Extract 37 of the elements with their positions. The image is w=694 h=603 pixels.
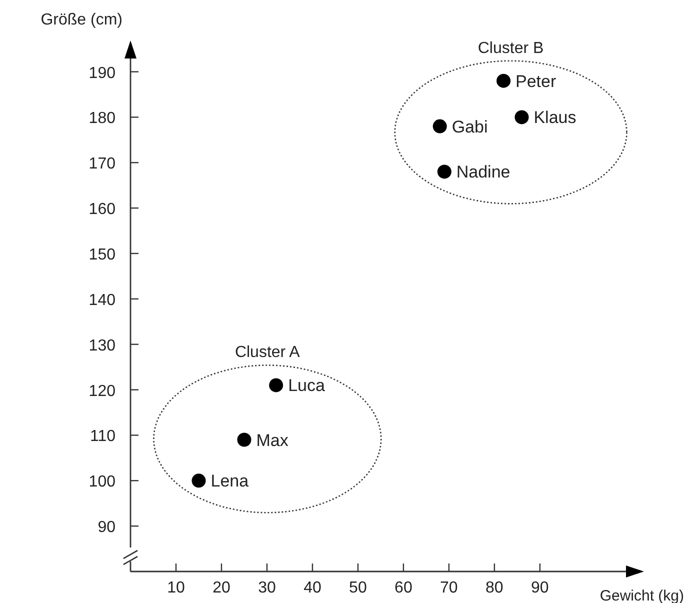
series-label: Cluster B [478, 40, 544, 57]
y-tick-label: 150 [88, 246, 116, 264]
x-tick-label: 80 [486, 580, 504, 596]
point [432, 119, 447, 134]
x-tick-label: 60 [394, 580, 412, 596]
annotation: Nadine [456, 162, 510, 182]
series-label: Cluster A [234, 344, 300, 362]
x-tick-label: 40 [304, 580, 322, 596]
x-tick-label: 70 [440, 580, 458, 596]
x-tick-label: 50 [349, 580, 367, 596]
y-axis-title: Größe (cm) [40, 12, 122, 28]
y-tick-label: 170 [88, 156, 116, 173]
point [237, 432, 252, 447]
y-tick-label: 130 [88, 337, 116, 354]
annotation: Gabi [452, 117, 488, 136]
y-tick-label: 110 [90, 428, 116, 446]
point [269, 378, 284, 392]
x-tick-label: 20 [212, 580, 230, 596]
y-tick-label: 100 [88, 474, 116, 491]
x-tick-label: 30 [258, 580, 276, 596]
point [496, 74, 511, 88]
y-tick-label: 160 [88, 201, 116, 218]
x-tick-label: 90 [531, 580, 549, 596]
y-tick-label: 140 [88, 292, 116, 309]
y-tick-label: 190 [88, 64, 116, 82]
annotation: Peter [516, 72, 556, 91]
y-tick-label: 120 [88, 382, 116, 400]
point [192, 474, 206, 488]
point [437, 164, 452, 179]
annotation: Luca [288, 376, 326, 396]
y-tick-label: 90 [98, 519, 116, 536]
x-tick-label: 10 [167, 580, 185, 596]
y-tick-label: 180 [88, 110, 116, 128]
annotation: Max [256, 430, 289, 450]
annotation: Lena [210, 472, 250, 491]
point [514, 110, 529, 124]
annotation: Klaus [534, 108, 576, 128]
